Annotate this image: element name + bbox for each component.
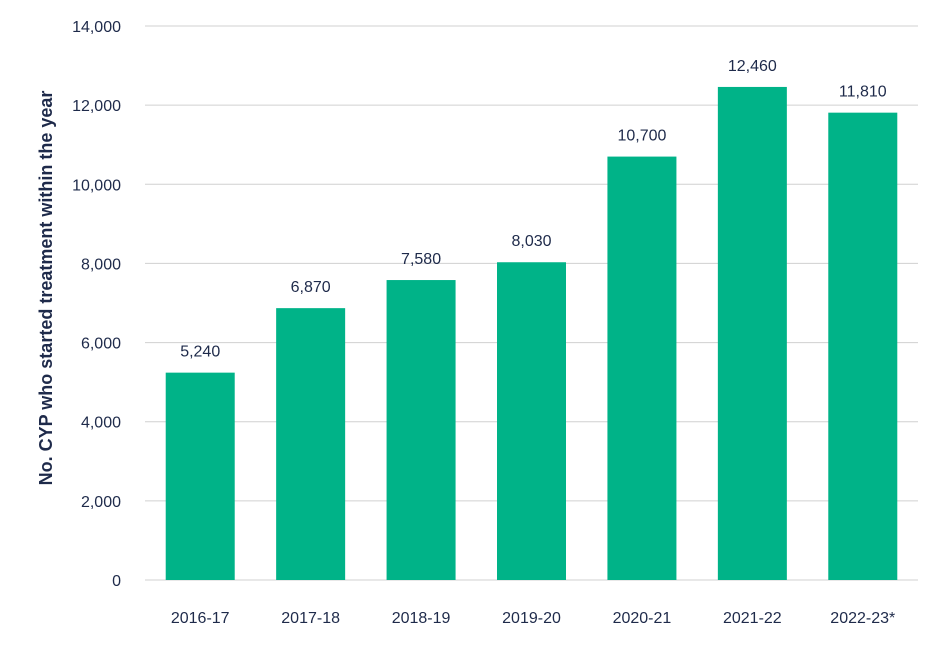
y-tick-label: 4,000: [81, 415, 121, 432]
x-tick-label: 2021-22: [723, 610, 782, 627]
bar-2019-20: [497, 262, 566, 580]
x-tick-label: 2019-20: [502, 610, 561, 627]
data-label: 11,810: [839, 84, 887, 101]
y-tick-label: 10,000: [72, 177, 121, 194]
bar-2017-18: [276, 308, 346, 580]
data-label: 10,700: [617, 128, 666, 145]
bar-2020-21: [607, 156, 677, 581]
data-label: 12,460: [728, 58, 777, 75]
data-label: 5,240: [180, 344, 220, 361]
y-tick-label: 6,000: [81, 336, 121, 353]
y-axis-ticks: 0 2,000 4,000 6,000 8,000 10,000 12,000 14,000: [72, 19, 121, 590]
bar-2016-17: [165, 372, 235, 580]
y-tick-label: 2,000: [81, 494, 121, 511]
y-tick-label: 8,000: [81, 256, 121, 273]
y-axis-title: No. CYP who started treatment within the…: [36, 91, 56, 486]
bar-2021-22: [717, 86, 787, 580]
data-label: 7,580: [401, 251, 441, 268]
x-tick-label: 2018-19: [392, 610, 451, 627]
data-label: 8,030: [511, 233, 551, 250]
x-tick-label: 2017-18: [281, 610, 340, 627]
data-labels: 5,240 6,870 7,580 8,030 10,700 12,460 11,810: [180, 58, 887, 361]
x-axis-ticks: 2016-17 2017-18 2018-19 2019-20 2020-21 2021-…: [171, 610, 895, 627]
bar-2022-23*: [828, 112, 898, 580]
bars: [165, 86, 898, 581]
bar-2018-19: [386, 280, 456, 580]
y-tick-label: 14,000: [72, 19, 121, 36]
data-label: 6,870: [291, 279, 331, 296]
x-tick-label: 2020-21: [613, 610, 672, 627]
x-tick-label: 2016-17: [171, 610, 230, 627]
y-tick-label: 12,000: [72, 98, 121, 115]
y-tick-label: 0: [112, 573, 121, 590]
x-tick-label: 2022-23*: [830, 610, 895, 627]
